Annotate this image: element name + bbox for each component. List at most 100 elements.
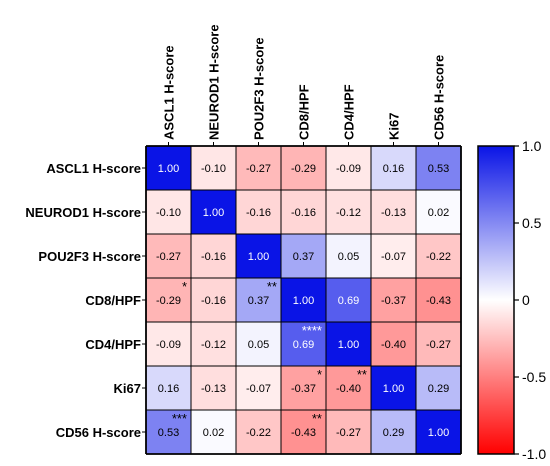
- column-label: ASCL1 H-score: [162, 45, 177, 140]
- heatmap-grid: [145, 145, 462, 455]
- significance-mark: ****: [302, 323, 322, 338]
- heatmap-cell: [281, 410, 326, 454]
- heatmap-cell: [281, 322, 326, 366]
- cell-value-label: -0.16: [201, 251, 226, 263]
- cell-value-label: -0.09: [156, 339, 181, 351]
- cell-value-label: 0.69: [293, 339, 314, 351]
- cell-value-label: -0.40: [336, 383, 361, 395]
- column-label: CD56 H-score: [432, 55, 447, 140]
- heatmap-cell: [371, 146, 416, 190]
- cell-value-label: -0.09: [336, 163, 361, 175]
- cell-value-label: 1.00: [338, 339, 359, 351]
- cell-value-label: 0.29: [383, 427, 404, 439]
- row-label: ASCL1 H-score: [46, 161, 141, 176]
- significance-mark: *: [182, 279, 187, 294]
- colorbar-tick-label: -0.5: [522, 369, 546, 385]
- cell-value-label: 0.16: [383, 163, 404, 175]
- cell-value-label: 1.00: [383, 383, 404, 395]
- cell-value-label: -0.16: [291, 207, 316, 219]
- heatmap-cell: [326, 410, 371, 454]
- column-label: CD4/HPF: [342, 84, 357, 140]
- cell-value-label: 1.00: [158, 163, 179, 175]
- column-label: NEUROD1 H-score: [207, 24, 222, 140]
- cell-value-label: 1.00: [203, 207, 224, 219]
- cell-value-label: -0.43: [291, 427, 316, 439]
- heatmap-cell: [236, 366, 281, 410]
- heatmap-cell: [416, 234, 461, 278]
- heatmap-cell: [371, 190, 416, 234]
- colorbar-tick-label: 0: [522, 292, 530, 308]
- colorbar-tick-label: -1.0: [522, 446, 546, 462]
- cell-value-label: 0.69: [338, 295, 359, 307]
- heatmap-cell: [281, 234, 326, 278]
- cell-value-label: 0.53: [158, 427, 179, 439]
- column-label: POU2F3 H-score: [252, 37, 267, 140]
- heatmap-cell: [236, 146, 281, 190]
- significance-mark: **: [357, 367, 367, 382]
- heatmap-cell: [326, 234, 371, 278]
- heatmap-cell: [191, 322, 236, 366]
- cell-value-label: 0.29: [428, 383, 449, 395]
- significance-mark: *: [317, 367, 322, 382]
- cell-value-label: -0.29: [291, 163, 316, 175]
- heatmap-cell: [326, 278, 371, 322]
- cell-value-label: -0.37: [291, 383, 316, 395]
- row-label: CD56 H-score: [56, 425, 141, 440]
- cell-value-label: -0.27: [156, 251, 181, 263]
- cell-value-label: -0.37: [381, 295, 406, 307]
- cell-value-label: -0.13: [381, 207, 406, 219]
- cell-value-label: -0.43: [426, 295, 451, 307]
- heatmap-cell: [281, 190, 326, 234]
- heatmap-cell: [191, 190, 236, 234]
- cell-value-label: -0.12: [201, 339, 226, 351]
- heatmap-cell: [416, 410, 461, 454]
- heatmap-cell: [236, 190, 281, 234]
- cell-value-label: -0.40: [381, 339, 406, 351]
- row-label: CD4/HPF: [85, 337, 141, 352]
- column-label: Ki67: [387, 113, 402, 140]
- row-label: CD8/HPF: [85, 293, 141, 308]
- heatmap-cell: [146, 366, 191, 410]
- cell-value-label: -0.16: [246, 207, 271, 219]
- heatmap-cell: [416, 278, 461, 322]
- cell-value-label: -0.10: [156, 207, 181, 219]
- cell-value-label: -0.27: [426, 339, 451, 351]
- cell-value-label: 1.00: [248, 251, 269, 263]
- heatmap-cell: [191, 278, 236, 322]
- colorbar-tick-label: 1.0: [522, 138, 542, 154]
- heatmap-cell: [146, 410, 191, 454]
- heatmap-cell: [416, 322, 461, 366]
- heatmap-cell: [326, 146, 371, 190]
- cell-value-label: -0.27: [336, 427, 361, 439]
- cell-value-label: -0.07: [381, 251, 406, 263]
- heatmap-cell: [371, 322, 416, 366]
- heatmap-cell: [371, 278, 416, 322]
- cell-value-label: 0.37: [248, 295, 269, 307]
- heatmap-cells: 1.00 -0.10 -0.27 -0.29 -0.09 0.16 0.53 -0.10 1.0…: [146, 146, 461, 454]
- heatmap-cell: [371, 234, 416, 278]
- heatmap-cell: [236, 322, 281, 366]
- cell-value-label: 0.53: [428, 163, 449, 175]
- heatmap-cell: [146, 234, 191, 278]
- heatmap-cell: [236, 278, 281, 322]
- column-label: CD8/HPF: [297, 84, 312, 140]
- heatmap-cell: [146, 322, 191, 366]
- heatmap-cell: [281, 146, 326, 190]
- heatmap-cell: [326, 366, 371, 410]
- cell-value-label: 1.00: [428, 427, 449, 439]
- heatmap-cell: [191, 366, 236, 410]
- cell-value-label: -0.12: [336, 207, 361, 219]
- cell-value-label: -0.22: [246, 427, 271, 439]
- heatmap-cell: [281, 366, 326, 410]
- cell-value-label: -0.16: [201, 295, 226, 307]
- heatmap-cell: [191, 410, 236, 454]
- significance-mark: **: [267, 279, 277, 294]
- heatmap-cell: [371, 366, 416, 410]
- colorbar-gradient: [477, 145, 515, 455]
- cell-value-label: 0.05: [248, 339, 269, 351]
- column-labels: ASCL1 H-score NEUROD1 H-score POU2F3 H-sco…: [162, 24, 447, 146]
- cell-value-label: -0.29: [156, 295, 181, 307]
- significance-mark: **: [312, 411, 322, 426]
- row-label: POU2F3 H-score: [38, 249, 141, 264]
